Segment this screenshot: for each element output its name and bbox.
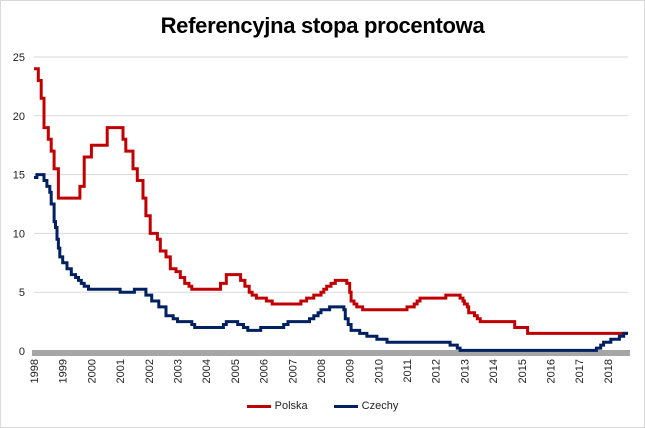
x-tick-label: 2014: [488, 359, 500, 383]
x-tick-label: 2000: [86, 359, 98, 383]
x-tick-label: 2004: [201, 359, 213, 383]
legend-item: Polska: [246, 400, 308, 412]
x-tick-label: 2002: [144, 359, 156, 383]
x-tick-label: 1999: [58, 359, 70, 383]
x-tick-label: 1998: [29, 359, 41, 383]
y-tick-label: 25: [13, 52, 25, 64]
legend-label: Polska: [274, 400, 308, 412]
x-tick-label: 2008: [316, 359, 328, 383]
axes: [32, 350, 630, 356]
x-tick-label: 2010: [373, 359, 385, 383]
tick-labels: 0 5 10 15 20 25 1998 1999 2000 2001 2002 2003 2004 20…: [13, 52, 615, 383]
x-tick-label: 2012: [431, 359, 443, 383]
series-line-polska: [34, 67, 628, 335]
x-tick-label: 2001: [115, 359, 127, 383]
x-axis-line: [32, 350, 630, 356]
series-line-czechy: [34, 173, 628, 352]
x-tick-label: 2013: [459, 359, 471, 383]
x-tick-label: 2006: [259, 359, 271, 383]
x-tick-label: 2018: [603, 359, 615, 383]
x-tick-label: 2005: [230, 359, 242, 383]
legend-swatch: [333, 404, 358, 408]
x-tick-label: 2011: [402, 359, 414, 383]
grid-lines: [34, 56, 628, 293]
y-tick-label: 15: [13, 170, 25, 182]
x-tick-label: 2007: [287, 359, 299, 383]
legend-item: Czechy: [333, 400, 399, 412]
chart-title: Referencyjna stopa procentowa: [160, 13, 485, 38]
x-tick-label: 2009: [345, 359, 357, 383]
legend-label: Czechy: [361, 400, 399, 412]
y-tick-label: 5: [19, 287, 25, 299]
series-lines: [34, 67, 628, 352]
y-tick-label: 0: [19, 346, 25, 358]
x-tick-label: 2003: [172, 359, 184, 383]
x-tick-label: 2016: [546, 359, 558, 383]
y-tick-label: 10: [13, 228, 25, 240]
x-tick-label: 2015: [517, 359, 529, 383]
legend: Polska Czechy: [1, 400, 644, 412]
y-tick-label: 20: [13, 111, 25, 123]
x-tick-label: 2017: [574, 359, 586, 383]
legend-swatch: [246, 404, 271, 408]
